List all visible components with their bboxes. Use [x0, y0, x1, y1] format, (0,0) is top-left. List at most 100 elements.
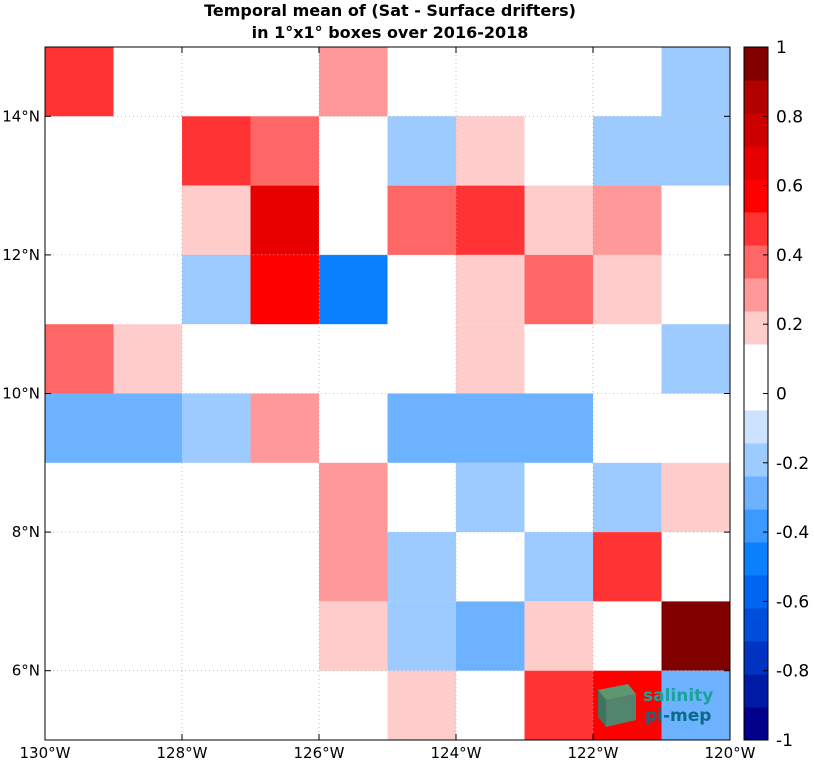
colorbar-tick-label: 0.2 [776, 315, 803, 335]
heatmap-cell [319, 254, 388, 325]
x-tick-label: 122°W [568, 744, 619, 762]
colorbar-segment [744, 410, 768, 444]
axis-ticks [44, 47, 731, 740]
heatmap-cell [661, 324, 730, 394]
heatmap-cell [319, 462, 388, 533]
colorbar-segment [744, 509, 768, 543]
heatmap-cell [524, 532, 593, 602]
heatmap-cell [319, 47, 388, 117]
heatmap-cell [524, 670, 593, 740]
heatmap-cell [319, 601, 388, 671]
heatmap-cell [113, 393, 182, 463]
heatmap-cell [387, 393, 456, 463]
colorbar-segment [744, 344, 768, 378]
colorbar-segment [744, 608, 768, 642]
x-tick-label: 126°W [294, 744, 345, 762]
colorbar-segment [744, 146, 768, 180]
colorbar-segments [744, 47, 768, 741]
heatmap-cell [593, 185, 662, 255]
y-tick-label: 8°N [12, 523, 40, 541]
x-tick-label: 120°W [705, 744, 756, 762]
heatmap-cell [661, 670, 730, 740]
heatmap-cell [319, 532, 388, 602]
heatmap-cell [524, 254, 593, 325]
colorbar-segment [744, 443, 768, 477]
colorbar-tick-label: 1 [776, 38, 787, 58]
heatmap-cell [387, 601, 456, 671]
heatmap-cell [524, 393, 593, 463]
heatmap-cell [45, 393, 114, 463]
heatmap-cell [250, 393, 319, 463]
heatmap-cells [45, 47, 730, 740]
heatmap-cell [593, 254, 662, 325]
heatmap-cell [524, 601, 593, 671]
y-axis-tick-labels: 6°N 8°N 10°N 12°N 14°N [2, 107, 40, 679]
colorbar-segment [744, 476, 768, 510]
heatmap-cell [182, 185, 251, 255]
heatmap-cell [456, 462, 525, 533]
heatmap-cell [661, 462, 730, 533]
chart-title-line-2: in 1°x1° boxes over 2016-2018 [252, 23, 529, 42]
colorbar-ticks: -1 -0.8 -0.6 -0.4 -0.2 0 0.2 0.4 0.6 0.8 1 [763, 38, 809, 751]
heatmap-cell [250, 254, 319, 325]
colorbar-segment [744, 311, 768, 345]
colorbar-segment [744, 113, 768, 147]
heatmap-cell [593, 532, 662, 602]
x-tick-label: 130°W [20, 744, 71, 762]
heatmap-cell [456, 601, 525, 671]
chart-title-line-1: Temporal mean of (Sat - Surface drifters… [204, 1, 576, 20]
heatmap-cell [250, 116, 319, 186]
colorbar-tick-label: 0.6 [776, 177, 803, 197]
logo-cube-icon [598, 684, 636, 727]
x-tick-label: 128°W [157, 744, 208, 762]
colorbar-tick-label: -0.2 [776, 454, 809, 474]
heatmap-cell [250, 185, 319, 255]
colorbar-tick-label: -0.6 [776, 592, 809, 612]
heatmap-cell [387, 670, 456, 740]
heatmap-cell [113, 324, 182, 394]
heatmap-cell [661, 116, 730, 186]
heatmap-cell [661, 47, 730, 117]
colorbar-tick-label: -0.4 [776, 523, 809, 543]
heatmap-cell [182, 116, 251, 186]
colorbar-segment [744, 575, 768, 609]
colorbar-tick-label: -1 [776, 731, 793, 751]
x-axis-tick-labels: 130°W 128°W 126°W 124°W 122°W 120°W [20, 744, 756, 762]
y-tick-label: 10°N [2, 385, 40, 403]
colorbar-tick-label: -0.8 [776, 662, 809, 682]
colorbar-segment [744, 542, 768, 576]
x-tick-label: 124°W [431, 744, 482, 762]
logo-text-pimep: pi-mep [645, 706, 711, 726]
heatmap-cell [387, 532, 456, 602]
y-tick-label: 6°N [12, 662, 40, 680]
heatmap-cell [456, 254, 525, 325]
heatmap-cell [456, 185, 525, 255]
heatmap-cell [387, 116, 456, 186]
heatmap-cell [524, 185, 593, 255]
colorbar-segment [744, 212, 768, 246]
heatmap-cell [182, 254, 251, 325]
colorbar-segment [744, 245, 768, 279]
colorbar: -1 -0.8 -0.6 -0.4 -0.2 0 0.2 0.4 0.6 0.8 1 [743, 38, 809, 751]
y-tick-label: 12°N [2, 246, 40, 264]
colorbar-tick-label: 0.8 [776, 107, 803, 127]
heatmap-cell [45, 324, 114, 394]
colorbar-segment [744, 278, 768, 312]
chart-title: Temporal mean of (Sat - Surface drifters… [204, 1, 576, 42]
heatmap-cell [456, 116, 525, 186]
heatmap-cell [593, 116, 662, 186]
heatmap-cell [456, 324, 525, 394]
heatmap-cell [45, 47, 114, 117]
colorbar-tick-label: 0.4 [776, 246, 803, 266]
colorbar-segment [744, 179, 768, 213]
heatmap-cell [661, 601, 730, 671]
heatmap-cell [387, 185, 456, 255]
salinity-pimep-logo: salinity pi-mep [598, 684, 713, 727]
colorbar-segment [744, 47, 768, 81]
colorbar-tick-label: 0 [776, 385, 787, 405]
y-tick-label: 14°N [2, 107, 40, 125]
colorbar-segment [744, 674, 768, 708]
heatmap-cell [182, 393, 251, 463]
colorbar-segment [744, 641, 768, 675]
